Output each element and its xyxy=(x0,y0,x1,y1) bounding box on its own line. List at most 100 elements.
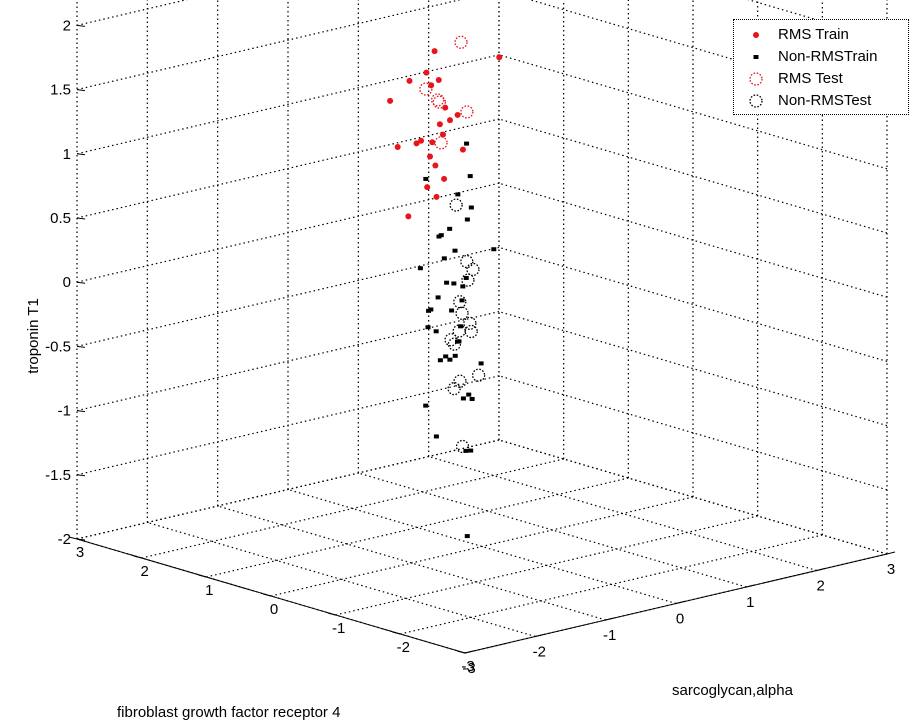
data-point xyxy=(749,72,763,86)
y-tick-mark xyxy=(816,568,825,571)
data-point xyxy=(461,273,475,287)
data-point xyxy=(441,175,448,182)
data-point xyxy=(460,254,474,269)
data-point xyxy=(433,434,439,439)
z-tick-mark xyxy=(76,153,86,156)
x-tick-label: -3 xyxy=(461,658,474,675)
data-point xyxy=(466,392,472,397)
legend: RMS Train Non-RMSTrain RMS Test Non-RMSTest xyxy=(733,19,909,115)
y-tick-label: -1 xyxy=(603,627,616,644)
grid-line xyxy=(76,182,500,283)
data-point xyxy=(435,77,442,84)
data-point xyxy=(453,295,467,309)
series-group xyxy=(417,141,497,539)
data-point xyxy=(469,396,475,401)
x-tick-mark xyxy=(392,631,401,635)
data-point xyxy=(753,32,759,38)
legend-item: Non-RMSTest xyxy=(734,90,910,112)
data-point xyxy=(753,55,759,59)
y-tick-label: -2 xyxy=(533,644,546,661)
data-point xyxy=(455,306,469,320)
data-point xyxy=(460,284,466,289)
data-point xyxy=(471,368,486,382)
data-point xyxy=(439,131,446,138)
data-point xyxy=(749,94,763,108)
tick-labels: -3-2-10123-3-2-10123-2-1.5-1-0.500.511.5… xyxy=(45,17,895,677)
data-point xyxy=(464,534,470,539)
data-point xyxy=(438,233,444,238)
data-point xyxy=(453,374,467,388)
y-axis-label: sarcoglycan,alpha xyxy=(672,682,794,699)
data-point xyxy=(432,162,439,169)
data-point xyxy=(435,295,441,300)
x-tick-label: 2 xyxy=(140,563,148,580)
grid-line xyxy=(498,246,888,362)
data-point xyxy=(436,121,443,128)
data-point xyxy=(447,117,453,124)
x-tick-label: 3 xyxy=(76,544,84,561)
grid-line xyxy=(76,246,500,347)
data-point xyxy=(454,111,461,118)
legend-label: Non-RMSTest xyxy=(778,92,872,109)
grid-line xyxy=(76,0,188,26)
data-point xyxy=(387,97,394,104)
data-point xyxy=(449,198,463,212)
data-point xyxy=(424,184,431,191)
grid-line xyxy=(141,458,564,559)
x-axis-label: fibroblast growth factor receptor 4 xyxy=(117,704,340,721)
grid-line xyxy=(335,515,758,616)
data-point xyxy=(425,325,431,330)
data-point xyxy=(455,192,461,197)
data-point xyxy=(460,396,466,401)
data-point xyxy=(466,262,480,277)
data-point xyxy=(468,448,474,453)
data-point xyxy=(491,247,497,252)
data-point xyxy=(456,339,462,344)
data-point xyxy=(429,139,436,146)
y-tick-label: 0 xyxy=(676,611,684,628)
z-tick-label: -1.5 xyxy=(45,467,71,484)
data-point xyxy=(444,280,450,285)
y-tick-mark xyxy=(675,601,685,604)
data-point xyxy=(423,403,429,408)
data-point xyxy=(452,353,458,358)
z-tick-mark xyxy=(76,345,86,348)
grid-line xyxy=(498,311,888,427)
z-tick-label: 2 xyxy=(63,17,71,34)
z-tick-label: 1.5 xyxy=(50,82,71,99)
data-point xyxy=(464,141,470,146)
x-tick-mark xyxy=(68,536,78,540)
legend-symbol xyxy=(753,32,759,38)
data-point xyxy=(447,357,453,362)
data-point xyxy=(459,298,465,303)
data-point xyxy=(464,324,478,339)
y-tick-mark xyxy=(464,650,474,654)
grid-line xyxy=(76,375,500,476)
x-tick-mark xyxy=(327,612,336,616)
data-point xyxy=(437,358,443,363)
data-point xyxy=(426,308,432,313)
legend-symbol xyxy=(749,94,763,108)
y-tick-label: 1 xyxy=(746,594,754,611)
grid-line xyxy=(270,496,694,597)
data-point xyxy=(444,333,458,347)
data-point xyxy=(432,95,446,109)
y-tick-mark xyxy=(605,617,614,621)
z-tick-label: -0.5 xyxy=(45,338,71,355)
x-tick-label: -2 xyxy=(397,639,410,656)
x-tick-label: 0 xyxy=(270,601,278,618)
data-point xyxy=(467,174,473,179)
data-point xyxy=(433,193,440,200)
grid-line xyxy=(76,439,500,540)
z-tick-mark xyxy=(76,217,86,220)
x-tick-label: 1 xyxy=(205,582,213,599)
legend-symbol xyxy=(749,72,763,86)
z-tick-mark xyxy=(76,281,86,284)
data-point xyxy=(458,324,464,329)
z-tick-mark xyxy=(76,89,86,92)
data-point xyxy=(394,144,401,151)
data-point xyxy=(423,176,429,181)
y-tick-label: 2 xyxy=(816,578,824,595)
y-tick-label: -3 xyxy=(462,660,475,677)
data-point xyxy=(434,136,448,150)
